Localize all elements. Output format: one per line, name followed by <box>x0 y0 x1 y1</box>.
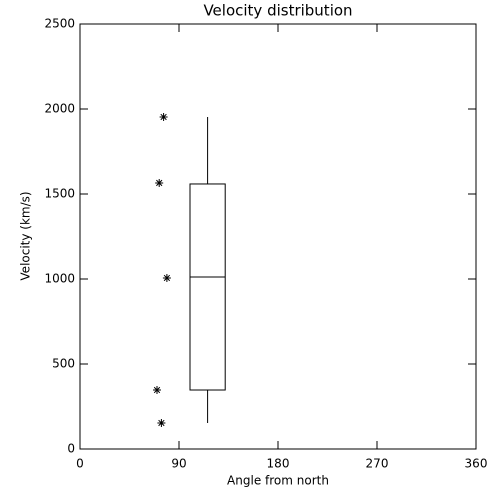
y-tick-label: 2500 <box>44 17 75 31</box>
x-tick-label: 180 <box>267 457 290 471</box>
box <box>189 183 226 391</box>
x-axis-label: Angle from north <box>227 474 329 488</box>
asterisk-point <box>159 112 168 121</box>
y-tick-label: 0 <box>67 442 75 456</box>
x-tick-label: 90 <box>171 457 186 471</box>
plot-frame <box>79 23 477 450</box>
x-tick-label: 360 <box>465 457 488 471</box>
chart-title: Velocity distribution <box>203 2 352 20</box>
x-tick-label: 0 <box>76 457 84 471</box>
asterisk-point <box>162 273 171 282</box>
asterisk-point <box>153 386 161 395</box>
y-tick-label: 500 <box>52 357 75 371</box>
y-axis-label: Velocity (km/s) <box>19 191 33 280</box>
x-tick-label: 270 <box>366 457 389 471</box>
y-tick-label: 1000 <box>44 272 75 286</box>
y-tick-label: 2000 <box>44 102 75 116</box>
y-tick-label: 1500 <box>44 187 75 201</box>
asterisk-point <box>155 178 164 187</box>
asterisk-point <box>157 418 166 427</box>
